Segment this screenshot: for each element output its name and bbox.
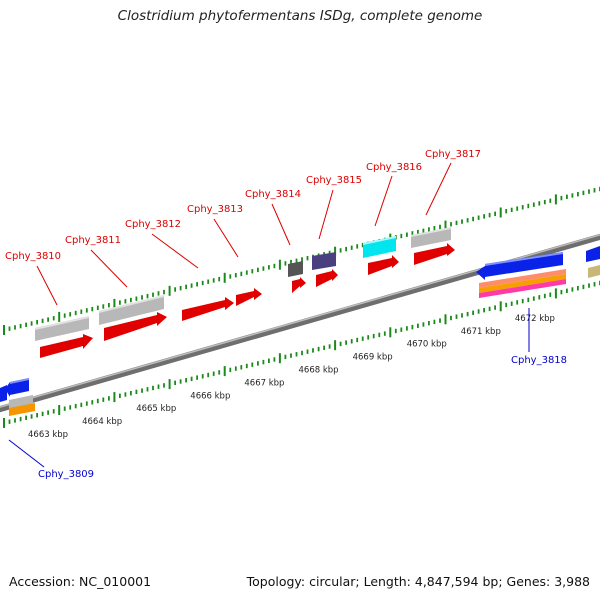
feature-box-slate[interactable] (312, 252, 336, 270)
gene-arrow-forward[interactable] (414, 243, 455, 265)
feature-box-orange[interactable] (9, 403, 35, 416)
scale-label: 4670 kbp (407, 340, 447, 350)
scale-label: 4671 kbp (461, 327, 501, 337)
feature-box-dark-gray[interactable] (288, 261, 303, 277)
gene-label[interactable]: Cphy_3813 (187, 204, 243, 215)
gene-label-leader (318, 189, 334, 240)
feature-box-gray[interactable] (411, 227, 451, 248)
gene-arrow-reverse[interactable] (0, 385, 7, 402)
genome-title: Clostridium phytofermentans ISDg, comple… (117, 8, 483, 24)
scale-label: 4667 kbp (244, 378, 284, 388)
gene-label[interactable]: Cphy_3815 (306, 175, 362, 186)
feature-box-khaki[interactable] (588, 265, 600, 278)
gene-label-leader (151, 233, 199, 269)
gene-label[interactable]: Cphy_3818 (511, 355, 567, 366)
gene-arrow-forward[interactable] (182, 297, 234, 321)
gene-arrow-forward[interactable] (316, 269, 338, 287)
gene-label-leader (425, 162, 452, 216)
gene-label-leader (213, 218, 239, 258)
gene-label[interactable]: Cphy_3812 (125, 219, 181, 230)
gene-label[interactable]: Cphy_3810 (5, 251, 61, 262)
feature-box-gray[interactable] (99, 295, 164, 325)
gene-arrow-forward[interactable] (292, 277, 306, 293)
gene-label-leader (36, 265, 58, 306)
scale-label: 4668 kbp (299, 366, 339, 376)
gene-label[interactable]: Cphy_3817 (425, 149, 481, 160)
scale-label: 4664 kbp (82, 417, 122, 427)
feature-box-salmon[interactable] (479, 269, 566, 288)
genome-backbone (0, 233, 600, 413)
genome-summary-text: Topology: circular; Length: 4,847,594 bp… (246, 574, 590, 589)
scale-label: 4666 kbp (190, 391, 230, 401)
scale-label: 4663 kbp (28, 430, 68, 440)
gene-arrow-forward[interactable] (40, 334, 93, 358)
feature-box-cyan[interactable] (363, 236, 396, 258)
gene-arrow-forward[interactable] (368, 255, 399, 275)
gene-label-leader (374, 175, 393, 227)
inner-tick-ring (3, 280, 600, 428)
feature-box-gray[interactable] (9, 395, 33, 409)
scale-label: 4669 kbp (353, 353, 393, 363)
feature-box-gray[interactable] (35, 316, 89, 341)
feature-box-magenta[interactable] (479, 279, 566, 298)
gene-arrow-reverse[interactable] (476, 252, 563, 280)
gene-label[interactable]: Cphy_3814 (245, 189, 301, 200)
scale-label: 4665 kbp (136, 404, 176, 414)
accession-text: Accession: NC_010001 (9, 574, 152, 589)
gene-arrow-forward[interactable] (104, 312, 167, 341)
gene-label-leader (271, 203, 291, 246)
gene-label-leader (8, 439, 45, 468)
scale-label: 4672 kbp (515, 314, 555, 324)
gene-label-leader (90, 249, 128, 288)
gene-label[interactable]: Cphy_3809 (38, 469, 94, 480)
gene-arrow-forward[interactable] (236, 288, 262, 306)
feature-track (0, 227, 600, 416)
scale-label-layer: 4663 kbp 4664 kbp 4665 kbp 4666 kbp 4667 kbp… (28, 314, 555, 440)
gene-arrow-reverse[interactable] (5, 378, 29, 397)
gene-label[interactable]: Cphy_3811 (65, 235, 121, 246)
gene-label[interactable]: Cphy_3816 (366, 162, 422, 173)
feature-box-orange[interactable] (479, 274, 566, 293)
gene-label-layer: Cphy_3809 Cphy_3810 Cphy_3811 Cphy_3812 Cphy… (5, 149, 567, 480)
gene-arrow-reverse[interactable] (586, 246, 600, 262)
